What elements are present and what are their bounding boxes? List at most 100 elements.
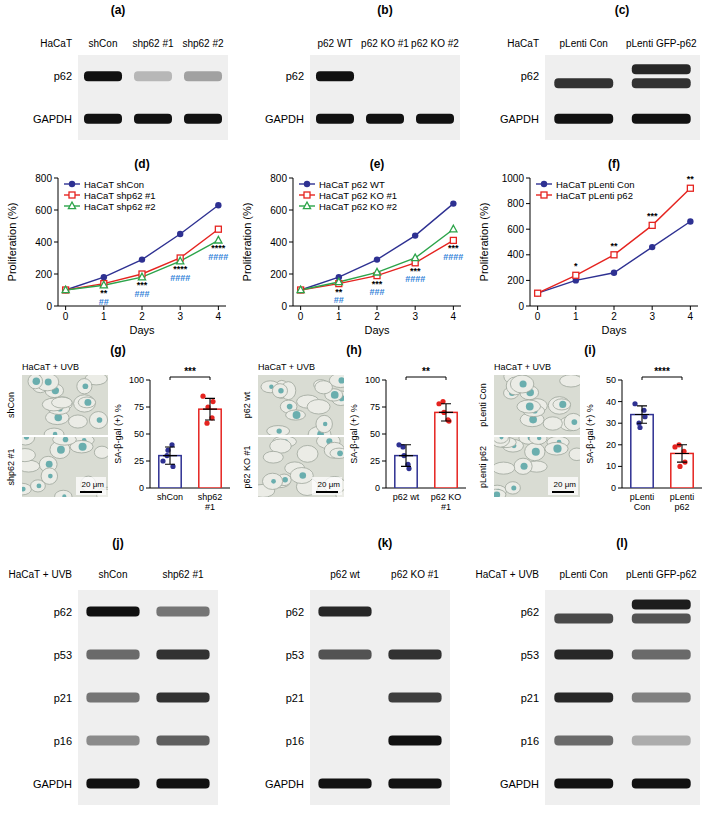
blot-panel: (k)p62 wtp62 KO #1p62p53p21p16GAPDH [265,536,450,805]
marker [450,225,457,232]
marker [62,286,69,293]
micrograph [22,375,108,435]
stain [48,474,53,479]
tick-label: 600 [507,224,524,235]
protein-label: p62 [286,70,304,82]
band [156,693,209,703]
stain [63,437,69,442]
tick-label: 0 [535,311,541,322]
marker [373,268,380,275]
band [318,693,371,703]
blot-panel: (b)p62 WTp62 KO #1p62 KO #2p62GAPDH [265,3,460,140]
cell [53,437,77,445]
legend: HaCaT shConHaCaT shp62 #1HaCaT shp62 #2 [64,179,156,212]
image-row-label: pLenti p62 [478,446,488,488]
line-chart: (e)020040060080001234DaysProliferation (… [241,157,463,336]
significance: * [574,261,578,271]
cell [41,468,57,485]
tick [289,242,293,243]
data-area [395,399,457,488]
marker [534,290,540,296]
cell [316,415,332,432]
band [156,607,209,617]
tick-label: 600 [270,205,287,216]
significance: **** [654,366,670,377]
axis-title: Proliferation (%) [241,203,253,282]
data-point [204,421,209,426]
scale-bar [80,491,102,493]
protein-label: p62 [521,70,539,82]
tick-label: 10 [606,461,616,471]
tick-label: 800 [270,173,287,184]
image-row-label: pLenti Con [478,383,488,427]
cell [330,448,344,458]
stain [62,494,66,497]
cell [494,462,515,474]
lane-label: shCon [89,38,118,49]
tick-label: 4 [216,311,222,322]
tick-label: shp62#1 [198,492,223,512]
stain [520,380,527,387]
tick [526,229,530,230]
stain [57,446,65,454]
scale-label: 20 μm [554,480,577,489]
protein-label: GAPDH [33,113,72,125]
marker [62,287,68,293]
tick-label: 50 [370,429,380,439]
tick-label: 0 [281,301,287,312]
tick-label: 4 [688,311,694,322]
micrograph [494,437,580,497]
lane-label: p62 WT [317,38,352,49]
panel-letter: (k) [378,536,393,550]
band [316,114,354,124]
tick-label: 2 [374,311,380,322]
lane-label: pLenti Con [560,569,608,580]
marker [687,185,693,191]
protein-label: GAPDH [33,778,72,790]
cell [505,482,520,494]
tick-label: 3 [649,311,655,322]
data-area [297,200,457,293]
cell-label: HaCaT [40,38,72,49]
tick [54,306,58,307]
tick-label-line: pLenti [670,492,695,502]
axis-title: Days [364,324,390,336]
band [554,78,613,88]
axis-title: Days [601,324,627,336]
stain [521,463,528,470]
series-line [66,240,219,290]
tick [180,306,181,310]
lane-label: shp62 #2 [182,38,224,49]
significance: #### [170,273,190,283]
protein-label: GAPDH [500,113,539,125]
tick [54,274,58,275]
tick-label: p62 wt [393,492,420,502]
panel-letter: (e) [370,157,385,171]
blot-panel: (a)HaCaTshConshp62 #1shp62 #2p62GAPDH [33,3,228,140]
axis-title: SA-β-gal (+) % [585,404,595,463]
marker [100,281,107,288]
lane-label: pLenti GFP-p62 [626,569,697,580]
tick [526,280,530,281]
tick-label: 25 [134,456,144,466]
data-area [62,202,222,293]
legend-label: HaCaT shCon [84,179,144,190]
legend-label: HaCaT shp62 #1 [84,190,156,201]
marker [215,202,221,208]
data-point [210,399,215,404]
bar [199,409,221,488]
marker [177,257,184,264]
y-axis [530,178,531,306]
error-bar [399,445,413,467]
panel-letter: (c) [615,3,630,17]
data-area [631,401,693,488]
protein-label: p62 [54,70,72,82]
stain [83,383,89,389]
scale-label: 20 μm [82,480,105,489]
tick-label: 75 [370,402,380,412]
cell [525,443,545,461]
axis-title: SA-β-gal (+) % [349,404,359,463]
tick [289,210,293,211]
stain [293,411,301,419]
tick [618,423,622,424]
